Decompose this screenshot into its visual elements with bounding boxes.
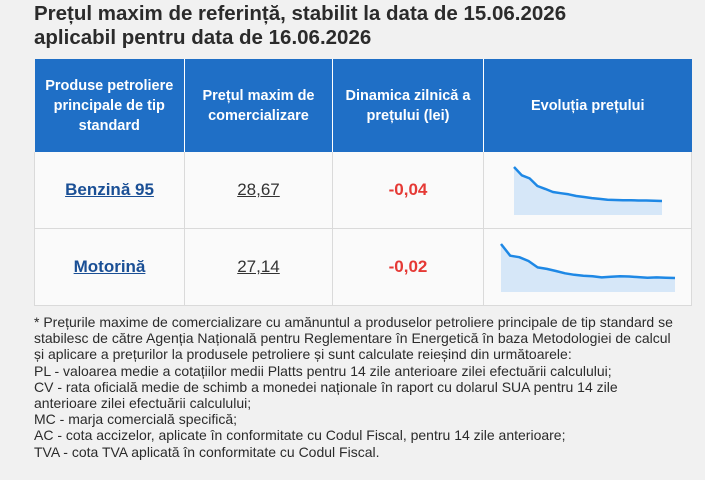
footnote-pl: PL - valoarea medie a cotațiilor medii P… — [34, 362, 612, 379]
product-link-motorina[interactable]: Motorină — [73, 257, 146, 276]
change-cell: -0,04 — [332, 152, 484, 229]
price-cell: 27,14 — [184, 228, 333, 306]
footnote-ac: AC - cota accizelor, aplicate în conform… — [34, 427, 566, 444]
sparkline-benzina — [512, 166, 662, 215]
price-value: 27,14 — [237, 257, 280, 276]
daily-change-value: -0,02 — [388, 257, 428, 276]
table-header-row: Produse petroliere principale de tip sta… — [34, 59, 692, 152]
sparkline-area — [513, 167, 662, 215]
trend-cell — [483, 228, 692, 306]
table-row: Benzină 95 28,67 -0,04 — [34, 152, 692, 229]
product-cell: Motorină — [34, 228, 185, 306]
table-row: Motorină 27,14 -0,02 — [34, 228, 692, 306]
header-daily-change: Dinamica zilnică a prețului (lei) — [332, 59, 484, 152]
prices-table: Produse petroliere principale de tip sta… — [34, 59, 692, 306]
footnote-mc: MC - marja comercială specifică; — [34, 411, 238, 428]
header-products: Produse petroliere principale de tip sta… — [34, 59, 185, 152]
trend-cell — [483, 152, 692, 229]
sparkline-line — [499, 243, 675, 280]
footnote-tva: TVA - cota TVA aplicată în conformitate … — [34, 443, 380, 460]
page-title: Prețul maxim de referință, stabilit la d… — [34, 2, 694, 50]
footnote-cv: CV - rata oficială medie de schimb a mon… — [34, 378, 618, 412]
title-line-1: Prețul maxim de referință, stabilit la d… — [34, 2, 567, 25]
footnote-intro: * Prețurile maxime de comercializare cu … — [34, 314, 673, 363]
footnotes: * Prețurile maxime de comercializare cu … — [34, 314, 684, 460]
price-value: 28,67 — [237, 180, 280, 199]
daily-change-value: -0,04 — [388, 180, 428, 199]
product-cell: Benzină 95 — [34, 152, 185, 229]
price-cell: 28,67 — [184, 152, 333, 229]
sparkline-area — [500, 244, 675, 292]
sparkline-line — [512, 166, 662, 203]
header-max-price: Prețul maxim de comercializare — [184, 59, 333, 152]
title-line-2: aplicabil pentru data de 16.06.2026 — [34, 26, 372, 49]
sparkline-motorina — [499, 243, 675, 292]
header-price-trend: Evoluția prețului — [483, 59, 692, 152]
product-link-benzina[interactable]: Benzină 95 — [65, 180, 154, 199]
change-cell: -0,02 — [332, 228, 484, 306]
